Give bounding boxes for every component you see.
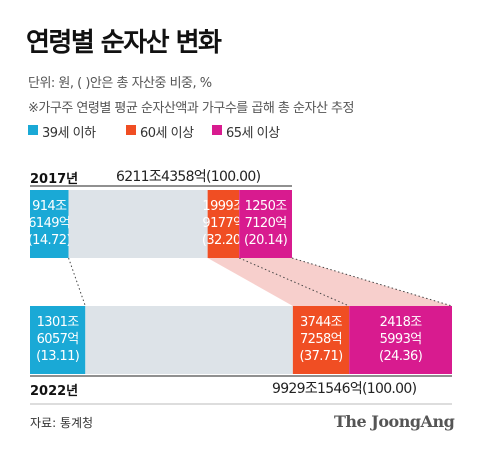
year-label-2022: 2022년 bbox=[30, 384, 79, 399]
data-label: (20.14) bbox=[244, 233, 287, 248]
legend-swatch bbox=[212, 125, 222, 135]
data-label: (13.11) bbox=[36, 349, 79, 364]
data-label: 5993억 bbox=[380, 332, 422, 347]
data-label: 6057억 bbox=[37, 332, 79, 347]
connector-guide-line bbox=[68, 257, 86, 307]
unit-note: 단위: 원, ( )안은 총 자산중 비중, % bbox=[28, 76, 212, 91]
data-label: 7258억 bbox=[300, 332, 342, 347]
data-label: 2418조 bbox=[380, 315, 423, 330]
data-label: (24.36) bbox=[379, 349, 422, 364]
bar-segment-2017-60세이상 bbox=[207, 190, 240, 258]
bar-segment-2022-39세이하 bbox=[30, 306, 86, 374]
data-label: 9177억 bbox=[202, 216, 244, 231]
legend-label: 39세 이하 bbox=[42, 126, 96, 141]
data-label: 3744조 bbox=[300, 315, 343, 330]
page-title: 연령별 순자산 변화 bbox=[26, 28, 222, 58]
legend-swatch bbox=[28, 125, 38, 135]
data-label: (37.71) bbox=[299, 349, 342, 364]
publisher-logo: The JoongAng bbox=[334, 412, 455, 431]
bar-segment-2017-39세이하 bbox=[30, 190, 69, 258]
total-label-2022: 9929조1546억(100.00) bbox=[272, 381, 417, 397]
legend-label: 60세 이상 bbox=[140, 126, 194, 141]
bar-segment-2022-60세이상 bbox=[292, 306, 350, 374]
data-label: 1999조 bbox=[202, 199, 245, 214]
bar-segment-2022-65세이상 bbox=[349, 306, 452, 374]
bar-segment-2017-rest bbox=[68, 190, 208, 258]
bar-segment-2022-rest bbox=[85, 306, 293, 374]
legend-label: 65세 이상 bbox=[226, 126, 280, 141]
total-label-2017: 6211조4358억(100.00) bbox=[116, 169, 261, 185]
data-label: 914조 bbox=[32, 199, 67, 214]
data-label: 1250조 bbox=[245, 199, 288, 214]
bar-segment-2017-65세이상 bbox=[239, 190, 292, 258]
data-label: 7120억 bbox=[245, 216, 287, 231]
data-label: (14.72) bbox=[28, 233, 71, 248]
data-label: 6149억 bbox=[28, 216, 70, 231]
data-label: (32.20) bbox=[202, 233, 245, 248]
legend-swatch bbox=[126, 125, 136, 135]
method-note: ※가구주 연령별 평균 순자산액과 가구수를 곱해 총 순자산 추정 bbox=[28, 101, 354, 116]
source-note: 자료: 통계청 bbox=[30, 416, 94, 430]
connector-60-over bbox=[207, 258, 452, 306]
data-label: 1301조 bbox=[37, 315, 80, 330]
year-label-2017: 2017년 bbox=[30, 172, 79, 187]
